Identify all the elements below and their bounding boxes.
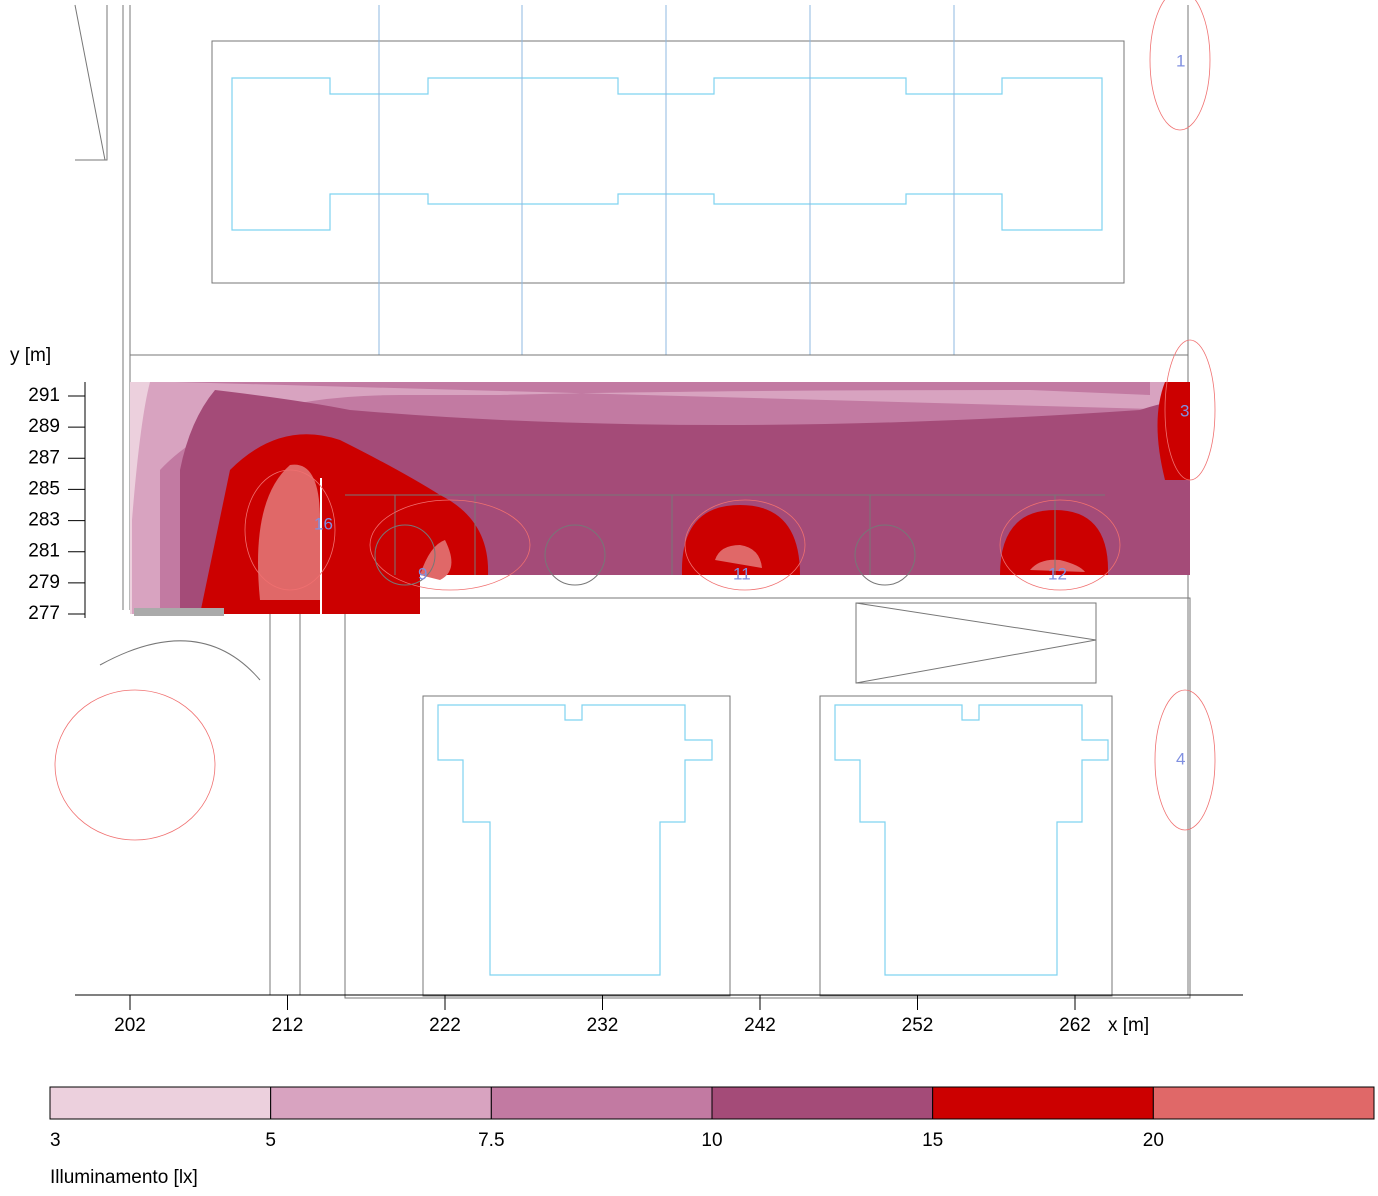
x-tick-label: 222 bbox=[429, 1015, 461, 1036]
x-axis-label: x [m] bbox=[1108, 1015, 1149, 1036]
legend-swatch bbox=[49, 1086, 272, 1120]
legend-level-label: 15 bbox=[922, 1130, 943, 1151]
legend-level-label: 7.5 bbox=[478, 1130, 504, 1151]
y-tick-label: 285 bbox=[28, 478, 60, 499]
y-tick-label: 289 bbox=[28, 416, 60, 437]
luminaire-label: 12 bbox=[1048, 564, 1067, 583]
luminaire-label: 9 bbox=[418, 564, 427, 583]
x-tick-label: 252 bbox=[902, 1015, 934, 1036]
legend-level-label: 20 bbox=[1143, 1130, 1164, 1151]
y-tick-label: 287 bbox=[28, 447, 60, 468]
x-tick-label: 232 bbox=[587, 1015, 619, 1036]
legend-level-label: 3 bbox=[50, 1130, 61, 1151]
luminaire-label: 11 bbox=[733, 564, 751, 583]
x-tick-label: 262 bbox=[1059, 1015, 1091, 1036]
y-tick-label: 283 bbox=[28, 510, 60, 531]
x-tick-label: 212 bbox=[272, 1015, 304, 1036]
legend-swatch bbox=[270, 1086, 492, 1120]
y-tick-label: 291 bbox=[28, 385, 60, 406]
legend-title: Illuminamento [lx] bbox=[50, 1167, 198, 1188]
legend-swatch bbox=[711, 1086, 934, 1120]
luminaire-label: 4 bbox=[1176, 749, 1185, 768]
y-axis-label: y [m] bbox=[10, 345, 51, 366]
luminaire-labels: 1 3 4 9 11 12 16 bbox=[314, 51, 1189, 768]
legend-level-label: 5 bbox=[265, 1130, 276, 1151]
x-tick-label: 202 bbox=[114, 1015, 146, 1036]
legend-level-label: 10 bbox=[701, 1130, 722, 1151]
y-tick-label: 277 bbox=[28, 603, 60, 624]
luminaire-label: 1 bbox=[1176, 51, 1185, 70]
luminaire-shapes bbox=[54, 0, 1216, 841]
luminaire-label: 16 bbox=[314, 514, 333, 533]
x-tick-label: 242 bbox=[744, 1015, 776, 1036]
y-tick-label: 281 bbox=[28, 541, 60, 562]
legend-swatch bbox=[1152, 1086, 1375, 1120]
y-tick-label: 279 bbox=[28, 572, 60, 593]
legend-swatch bbox=[490, 1086, 713, 1120]
isolux-bands bbox=[130, 382, 1190, 616]
legend-swatch bbox=[932, 1086, 1154, 1120]
luminaire-label: 3 bbox=[1180, 401, 1189, 420]
